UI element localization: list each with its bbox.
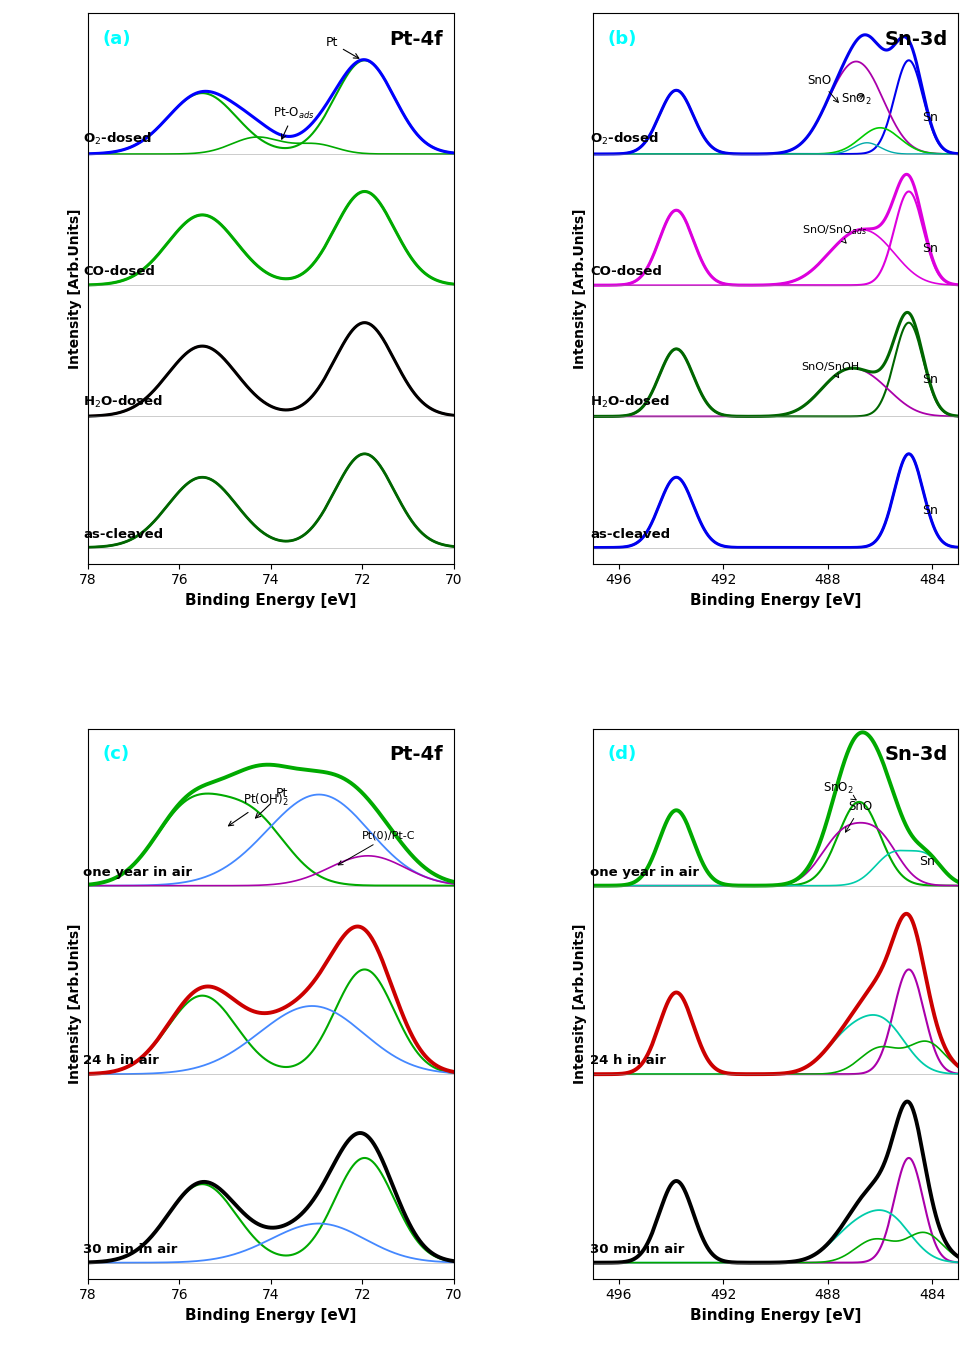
Text: (b): (b) bbox=[607, 30, 636, 48]
Text: Sn: Sn bbox=[918, 855, 934, 868]
Text: 24 h in air: 24 h in air bbox=[83, 1054, 159, 1067]
Text: Pt: Pt bbox=[255, 786, 287, 818]
Text: Sn: Sn bbox=[921, 110, 937, 124]
X-axis label: Binding Energy [eV]: Binding Energy [eV] bbox=[185, 592, 357, 608]
Text: 24 h in air: 24 h in air bbox=[589, 1054, 665, 1067]
Text: (a): (a) bbox=[103, 30, 131, 48]
Text: SnO/SnOH: SnO/SnOH bbox=[801, 362, 859, 378]
Text: SnO/SnO$_{ads}$: SnO/SnO$_{ads}$ bbox=[801, 223, 866, 244]
Y-axis label: Intensity [Arb.Units]: Intensity [Arb.Units] bbox=[573, 923, 586, 1084]
X-axis label: Binding Energy [eV]: Binding Energy [eV] bbox=[185, 1308, 357, 1323]
Text: SnO$_2$: SnO$_2$ bbox=[840, 92, 871, 106]
Text: SnO$_2$: SnO$_2$ bbox=[822, 781, 855, 800]
Y-axis label: Intensity [Arb.Units]: Intensity [Arb.Units] bbox=[573, 209, 586, 369]
Text: CO-dosed: CO-dosed bbox=[589, 265, 661, 279]
Text: H$_2$O-dosed: H$_2$O-dosed bbox=[589, 393, 669, 409]
Text: Pt(OH)$_2$: Pt(OH)$_2$ bbox=[229, 791, 288, 826]
X-axis label: Binding Energy [eV]: Binding Energy [eV] bbox=[689, 1308, 861, 1323]
Text: O$_2$-dosed: O$_2$-dosed bbox=[589, 131, 658, 147]
Text: Pt: Pt bbox=[325, 36, 359, 58]
Text: Sn: Sn bbox=[921, 242, 937, 254]
Text: Pt(0)/Pt-C: Pt(0)/Pt-C bbox=[338, 830, 415, 865]
Text: one year in air: one year in air bbox=[83, 865, 192, 879]
Text: (c): (c) bbox=[103, 746, 130, 763]
Text: Sn-3d: Sn-3d bbox=[883, 30, 947, 48]
Text: as-cleaved: as-cleaved bbox=[83, 528, 163, 541]
Text: as-cleaved: as-cleaved bbox=[589, 528, 669, 541]
Text: SnO: SnO bbox=[806, 74, 837, 102]
Text: Sn-3d: Sn-3d bbox=[883, 746, 947, 765]
Text: one year in air: one year in air bbox=[589, 865, 699, 879]
Text: Sn: Sn bbox=[921, 505, 937, 517]
Text: 30 min in air: 30 min in air bbox=[83, 1242, 178, 1256]
Text: Pt-O$_{ads}$: Pt-O$_{ads}$ bbox=[273, 105, 315, 139]
Text: Pt-4f: Pt-4f bbox=[389, 746, 443, 765]
X-axis label: Binding Energy [eV]: Binding Energy [eV] bbox=[689, 592, 861, 608]
Text: CO-dosed: CO-dosed bbox=[83, 265, 155, 279]
Text: O$_2$-dosed: O$_2$-dosed bbox=[83, 131, 152, 147]
Text: SnO: SnO bbox=[845, 801, 871, 832]
Text: (d): (d) bbox=[607, 746, 636, 763]
Y-axis label: Intensity [Arb.Units]: Intensity [Arb.Units] bbox=[68, 923, 82, 1084]
Y-axis label: Intensity [Arb.Units]: Intensity [Arb.Units] bbox=[68, 209, 82, 369]
Text: 30 min in air: 30 min in air bbox=[589, 1242, 684, 1256]
Text: Sn: Sn bbox=[921, 373, 937, 386]
Text: H$_2$O-dosed: H$_2$O-dosed bbox=[83, 393, 163, 409]
Text: Pt-4f: Pt-4f bbox=[389, 30, 443, 48]
